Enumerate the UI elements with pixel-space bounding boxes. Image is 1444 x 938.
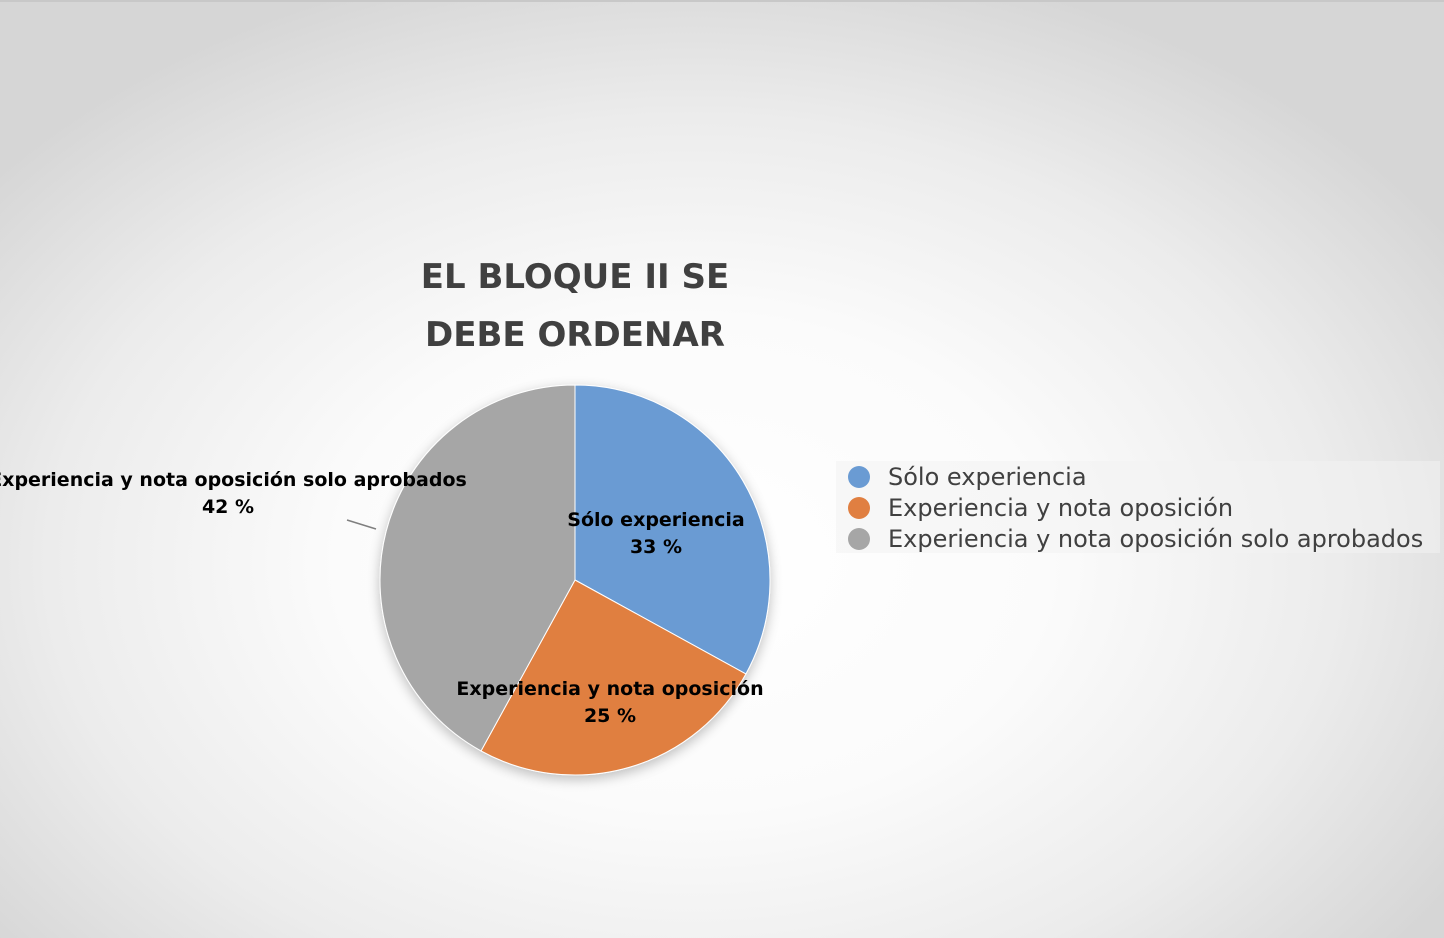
legend-label-solo-experiencia: Sólo experiencia bbox=[888, 463, 1087, 491]
leader-line bbox=[346, 519, 377, 530]
data-label-solo-aprobados-name: Experiencia y nota oposición solo aproba… bbox=[0, 469, 467, 491]
top-border bbox=[0, 0, 1444, 2]
legend-label-experiencia-nota: Experiencia y nota oposición bbox=[888, 494, 1234, 522]
chart-title-line-2: DEBE ORDENAR bbox=[425, 315, 725, 355]
legend-item-experiencia-nota: Experiencia y nota oposición bbox=[848, 492, 1233, 524]
data-label-experiencia-nota-value: 25 % bbox=[584, 705, 636, 727]
legend-marker-solo-experiencia bbox=[848, 466, 870, 488]
data-label-solo-experiencia-name: Sólo experiencia bbox=[567, 509, 744, 531]
legend-marker-solo-aprobados bbox=[848, 528, 870, 550]
chart-title-line-1: EL BLOQUE II SE bbox=[420, 257, 730, 297]
legend-label-solo-aprobados: Experiencia y nota oposición solo aproba… bbox=[888, 525, 1424, 553]
chart-title: EL BLOQUE II SE DEBE ORDENAR bbox=[390, 248, 760, 364]
pie-slice-solo-experiencia bbox=[574, 384, 771, 675]
legend-marker-experiencia-nota bbox=[848, 497, 870, 519]
pie-slice-experiencia-nota bbox=[480, 579, 747, 776]
data-label-experiencia-nota-name: Experiencia y nota oposición bbox=[456, 678, 763, 700]
legend: Sólo experiencia Experiencia y nota opos… bbox=[836, 461, 1440, 553]
data-label-solo-aprobados-value: 42 % bbox=[202, 496, 254, 518]
data-label-solo-experiencia-value: 33 % bbox=[630, 536, 682, 558]
legend-item-solo-aprobados: Experiencia y nota oposición solo aproba… bbox=[848, 523, 1423, 555]
pie-slice-solo-aprobados bbox=[379, 384, 576, 752]
legend-item-solo-experiencia: Sólo experiencia bbox=[848, 461, 1087, 493]
